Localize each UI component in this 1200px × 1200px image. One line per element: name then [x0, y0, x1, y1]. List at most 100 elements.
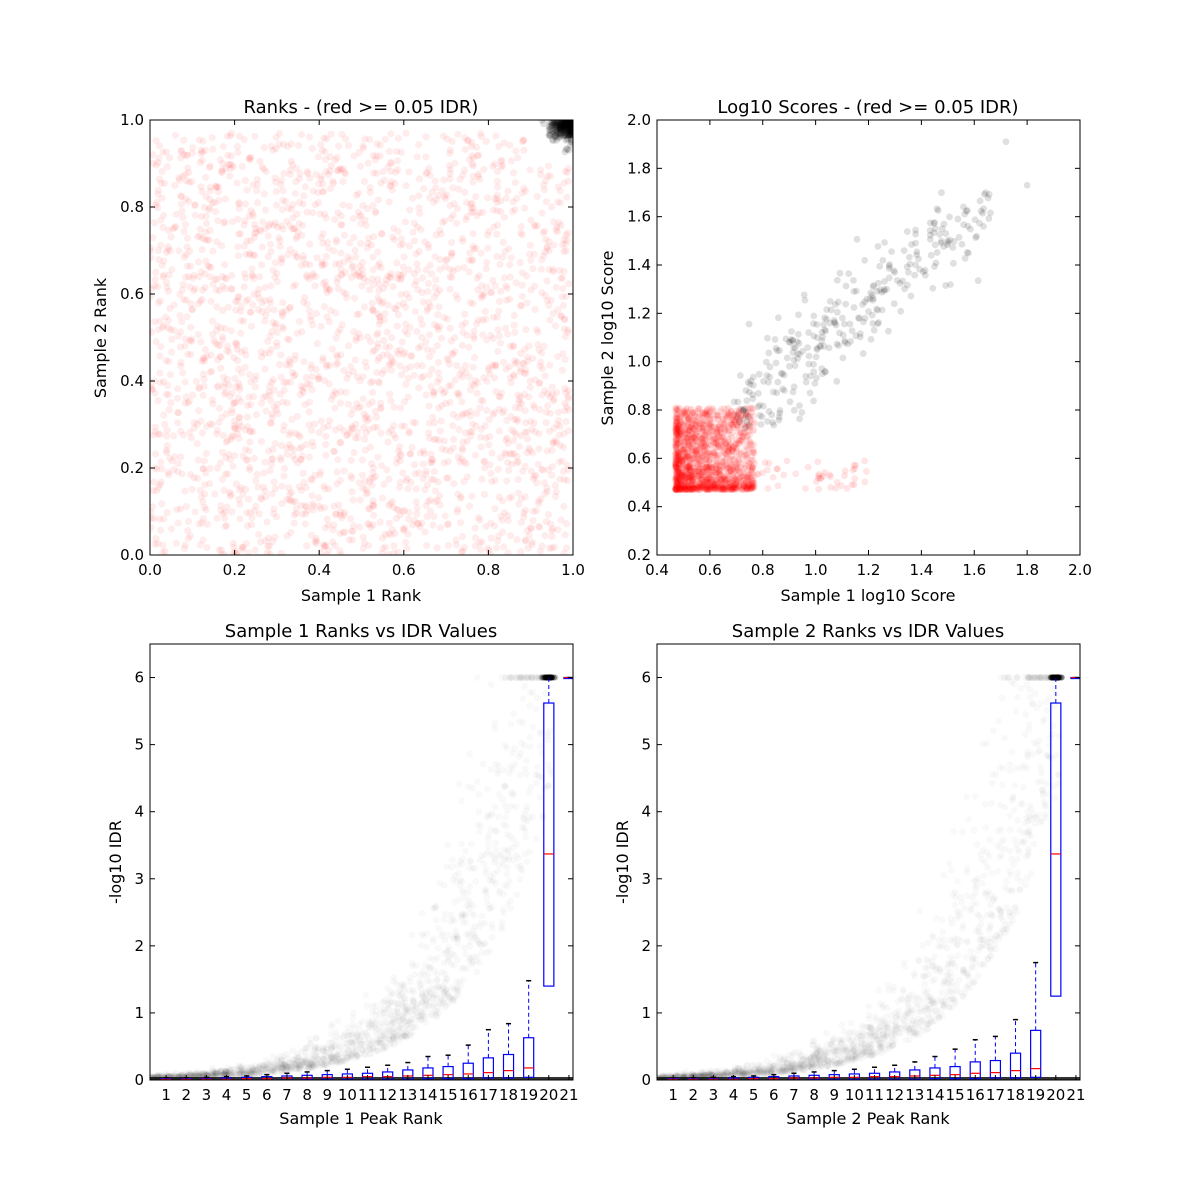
ranks-red-point [297, 443, 306, 451]
scores-red-point [732, 481, 739, 488]
ranks-red-point [161, 547, 169, 555]
scores-black-point [912, 230, 919, 238]
scores-red-point [715, 484, 723, 492]
ranks-red-point [177, 192, 186, 201]
scores-red-point [700, 439, 708, 447]
scores-red-point [692, 459, 700, 467]
scores-red-point [684, 452, 691, 460]
scores-red-point [688, 417, 696, 424]
ranks-red-point [376, 152, 384, 160]
scores-black-point [811, 379, 819, 387]
scores-red-point [705, 420, 713, 428]
scores-y-tick-label: 0.2 [627, 546, 651, 564]
scores-red-point [677, 469, 685, 477]
scores-red-point [697, 479, 705, 487]
scores-red-point [674, 407, 682, 414]
ranks-red-point [254, 306, 262, 314]
scores-red-point [700, 447, 708, 455]
scores-red-point [727, 468, 734, 476]
scores-red-point [678, 478, 686, 486]
ranks-red-point [252, 502, 260, 510]
ranks-red-point [266, 550, 274, 555]
scores-red-point [673, 414, 681, 422]
scores-red-point [676, 483, 684, 491]
ranks-red-point [332, 390, 340, 398]
ranks-red-point [446, 447, 455, 455]
ranks-red-point [217, 546, 226, 554]
ranks-red-point [152, 487, 161, 495]
ranks-red-point [565, 280, 573, 288]
ranks-red-point [242, 250, 250, 258]
scores-red-point [749, 477, 756, 485]
ranks-red-point [226, 132, 235, 140]
ranks-red-point [273, 277, 281, 286]
scores-black-point [745, 421, 753, 429]
ranks-red-point [374, 356, 382, 365]
ranks-red-point [257, 495, 266, 503]
ranks-red-point [380, 176, 389, 184]
scores-red-point [698, 476, 706, 484]
scores-red-point [672, 475, 680, 482]
scores-red-point [700, 410, 708, 418]
ranks-black-point [566, 120, 573, 127]
scores-red-point [703, 462, 711, 470]
ranks-red-point [447, 381, 455, 389]
ranks-red-point [155, 299, 163, 307]
ranks-black-point [569, 128, 573, 136]
ranks-red-point [509, 342, 517, 351]
ranks-red-point [469, 229, 477, 238]
ranks-red-point [344, 141, 353, 150]
ranks-red-point [329, 392, 337, 400]
ranks-red-point [354, 434, 362, 442]
scores-red-point [729, 483, 737, 491]
ranks-red-point [410, 270, 418, 278]
ranks-red-point [177, 154, 185, 162]
scores-red-point [713, 462, 721, 470]
ranks-red-point [468, 257, 477, 265]
ranks-red-point [234, 394, 243, 402]
scores-red-point [672, 461, 679, 469]
scores-red-point [742, 471, 750, 479]
scores-red-point [723, 480, 731, 488]
ranks-red-point [361, 135, 369, 143]
scores-red-point [700, 452, 707, 460]
scores-red-point [672, 417, 680, 425]
ranks-red-point [384, 163, 392, 171]
ranks-red-point [282, 361, 290, 369]
ranks-red-point [495, 142, 503, 151]
ranks-black-point [555, 120, 563, 126]
scores-red-point [737, 449, 745, 457]
ranks-red-point [458, 455, 466, 463]
ranks-red-point [255, 294, 263, 302]
ranks-red-point [563, 193, 571, 201]
ranks-red-point [249, 272, 257, 280]
ranks-red-point [278, 255, 286, 263]
scores-black-point [749, 373, 757, 381]
ranks-red-point [225, 451, 233, 459]
ranks-red-point [239, 490, 247, 498]
scores-red-point [677, 464, 685, 472]
ranks-red-point [312, 171, 320, 179]
ranks-red-point [513, 452, 521, 461]
ranks-red-point [195, 520, 203, 528]
ranks-red-point [550, 241, 558, 249]
scores-red-point [678, 458, 686, 465]
scores-red-point [723, 415, 730, 423]
ranks-red-point [549, 438, 557, 446]
scores-red-point [723, 405, 731, 413]
scores-black-point [912, 226, 919, 234]
ranks-red-point [564, 466, 572, 474]
ranks-red-point [434, 478, 442, 486]
ranks-red-point [545, 246, 553, 255]
scores-black-point [831, 319, 839, 327]
ranks-red-point [553, 438, 561, 447]
scores-y-axis-label: Sample 2 log10 Score [598, 251, 617, 426]
scores-red-point [717, 477, 725, 485]
ranks-red-point [533, 222, 541, 230]
ranks-red-point [401, 327, 409, 335]
scores-black-point [888, 248, 895, 255]
ranks-red-point [460, 477, 468, 486]
scores-red-point [728, 407, 735, 415]
ranks-red-point [343, 431, 352, 439]
ranks-red-point [247, 521, 256, 529]
